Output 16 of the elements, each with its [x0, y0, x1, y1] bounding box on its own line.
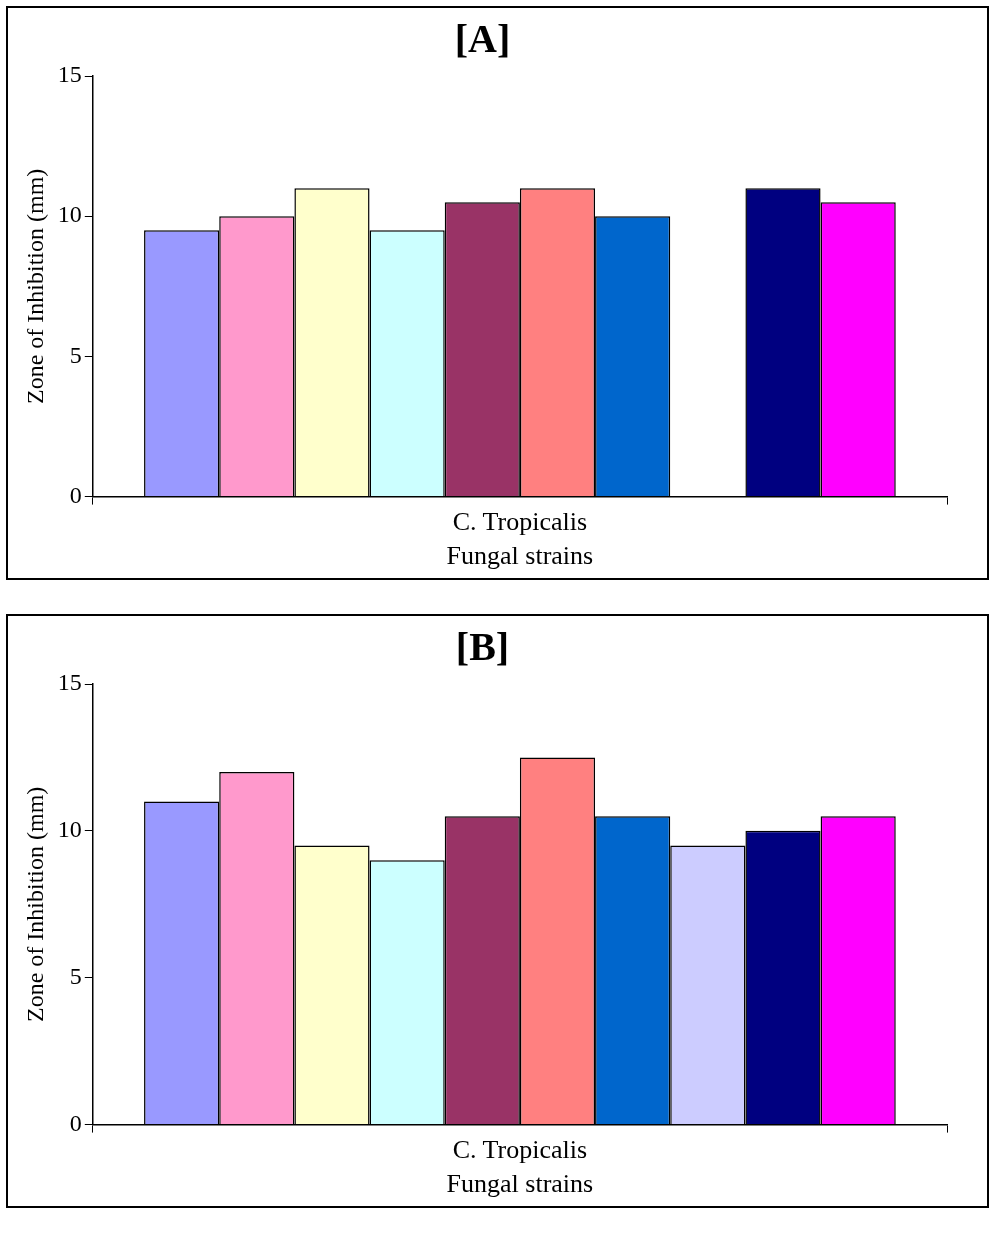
y-tick-label: 0 — [69, 481, 82, 508]
x-tick-label: C. Tropicalis — [452, 1135, 588, 1165]
y-tick-label: 15 — [57, 669, 82, 696]
y-tick-label: 15 — [57, 61, 82, 88]
y-axis-title: Zone of Inhibition (mm) — [21, 786, 48, 1022]
y-tick-label: 5 — [69, 963, 82, 990]
y-tick-label: 10 — [57, 816, 82, 843]
y-tick-label: 5 — [69, 341, 82, 368]
y-tick-label: 0 — [69, 1109, 82, 1136]
y-tick-label: 10 — [57, 201, 82, 228]
chart-title: [B] — [455, 624, 510, 670]
x-axis-title: Fungal strains — [446, 541, 594, 571]
chart-title: [A] — [454, 16, 511, 62]
y-axis-title: Zone of Inhibition (mm) — [21, 168, 48, 404]
x-tick-label: C. Tropicalis — [452, 507, 588, 537]
x-axis-title: Fungal strains — [446, 1169, 594, 1199]
